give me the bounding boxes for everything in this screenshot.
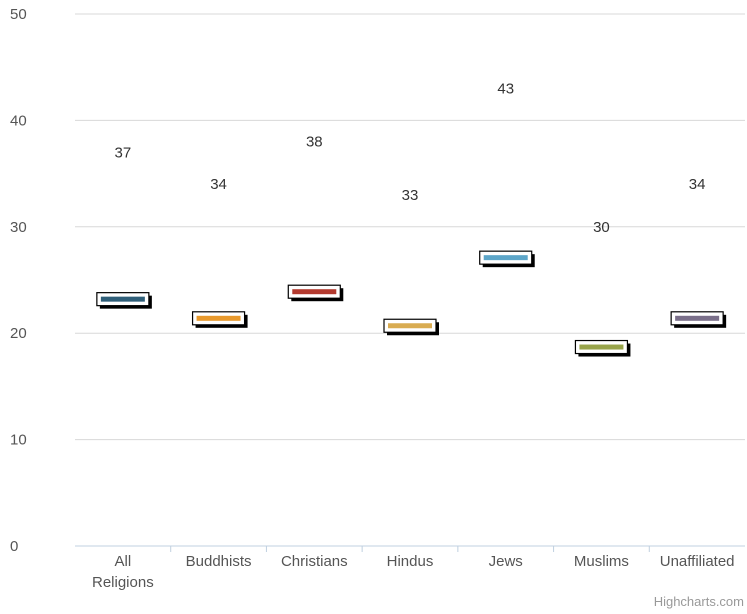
data-label: 34 bbox=[689, 176, 706, 193]
y-tick-label: 30 bbox=[10, 219, 27, 236]
data-label: 33 bbox=[402, 187, 419, 204]
y-tick-label: 10 bbox=[10, 432, 27, 449]
y-axis: 0 10 20 30 40 50 bbox=[10, 6, 27, 555]
data-labels: 37 34 38 33 43 30 34 bbox=[115, 80, 706, 235]
x-tick-label: Unaffiliated bbox=[660, 553, 735, 570]
data-label: 30 bbox=[593, 219, 610, 236]
data-label: 43 bbox=[497, 80, 514, 97]
y-tick-label: 40 bbox=[10, 112, 27, 129]
data-label: 38 bbox=[306, 134, 323, 151]
bar[interactable] bbox=[287, 284, 344, 302]
x-tick-label: Christians bbox=[281, 553, 348, 570]
bar[interactable] bbox=[191, 311, 248, 328]
x-tick-label: Muslims bbox=[574, 553, 629, 570]
x-tick-label: Jews bbox=[489, 553, 523, 570]
data-label: 34 bbox=[210, 176, 227, 193]
x-tick-label: Buddhists bbox=[186, 553, 252, 570]
series-marks bbox=[96, 250, 727, 357]
x-tick-label: Hindus bbox=[387, 553, 434, 570]
bar[interactable] bbox=[383, 318, 439, 336]
x-axis: All Religions Buddhists Christians Hindus Jew… bbox=[75, 545, 745, 591]
y-tick-label: 20 bbox=[10, 325, 27, 342]
x-tick-label: All Religions bbox=[92, 553, 154, 591]
credits[interactable]: Highcharts.com bbox=[654, 594, 744, 609]
y-tick-label: 50 bbox=[10, 6, 27, 23]
gridlines bbox=[75, 13, 745, 441]
bar[interactable] bbox=[479, 250, 535, 268]
data-label: 37 bbox=[115, 144, 132, 161]
bar[interactable] bbox=[670, 311, 727, 328]
bar[interactable] bbox=[96, 292, 152, 309]
bar[interactable] bbox=[574, 339, 631, 357]
y-tick-label: 0 bbox=[10, 538, 18, 555]
